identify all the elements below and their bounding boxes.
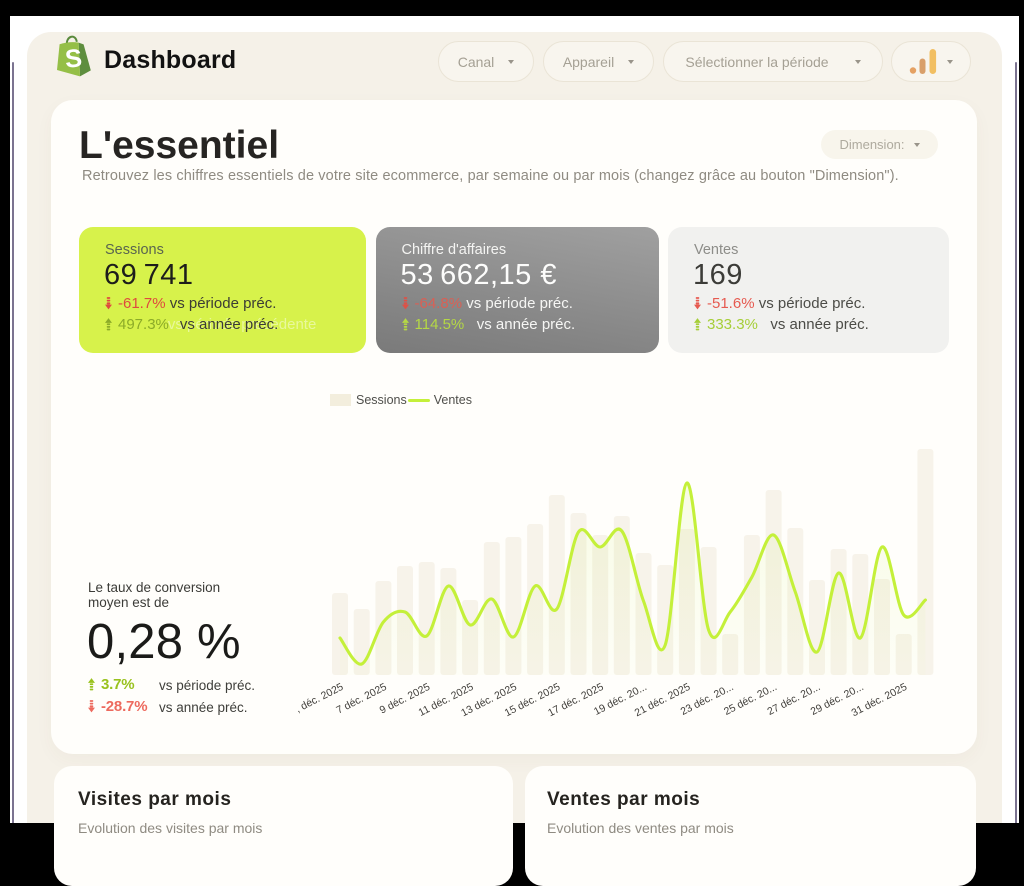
svg-text:S: S [64, 45, 83, 74]
